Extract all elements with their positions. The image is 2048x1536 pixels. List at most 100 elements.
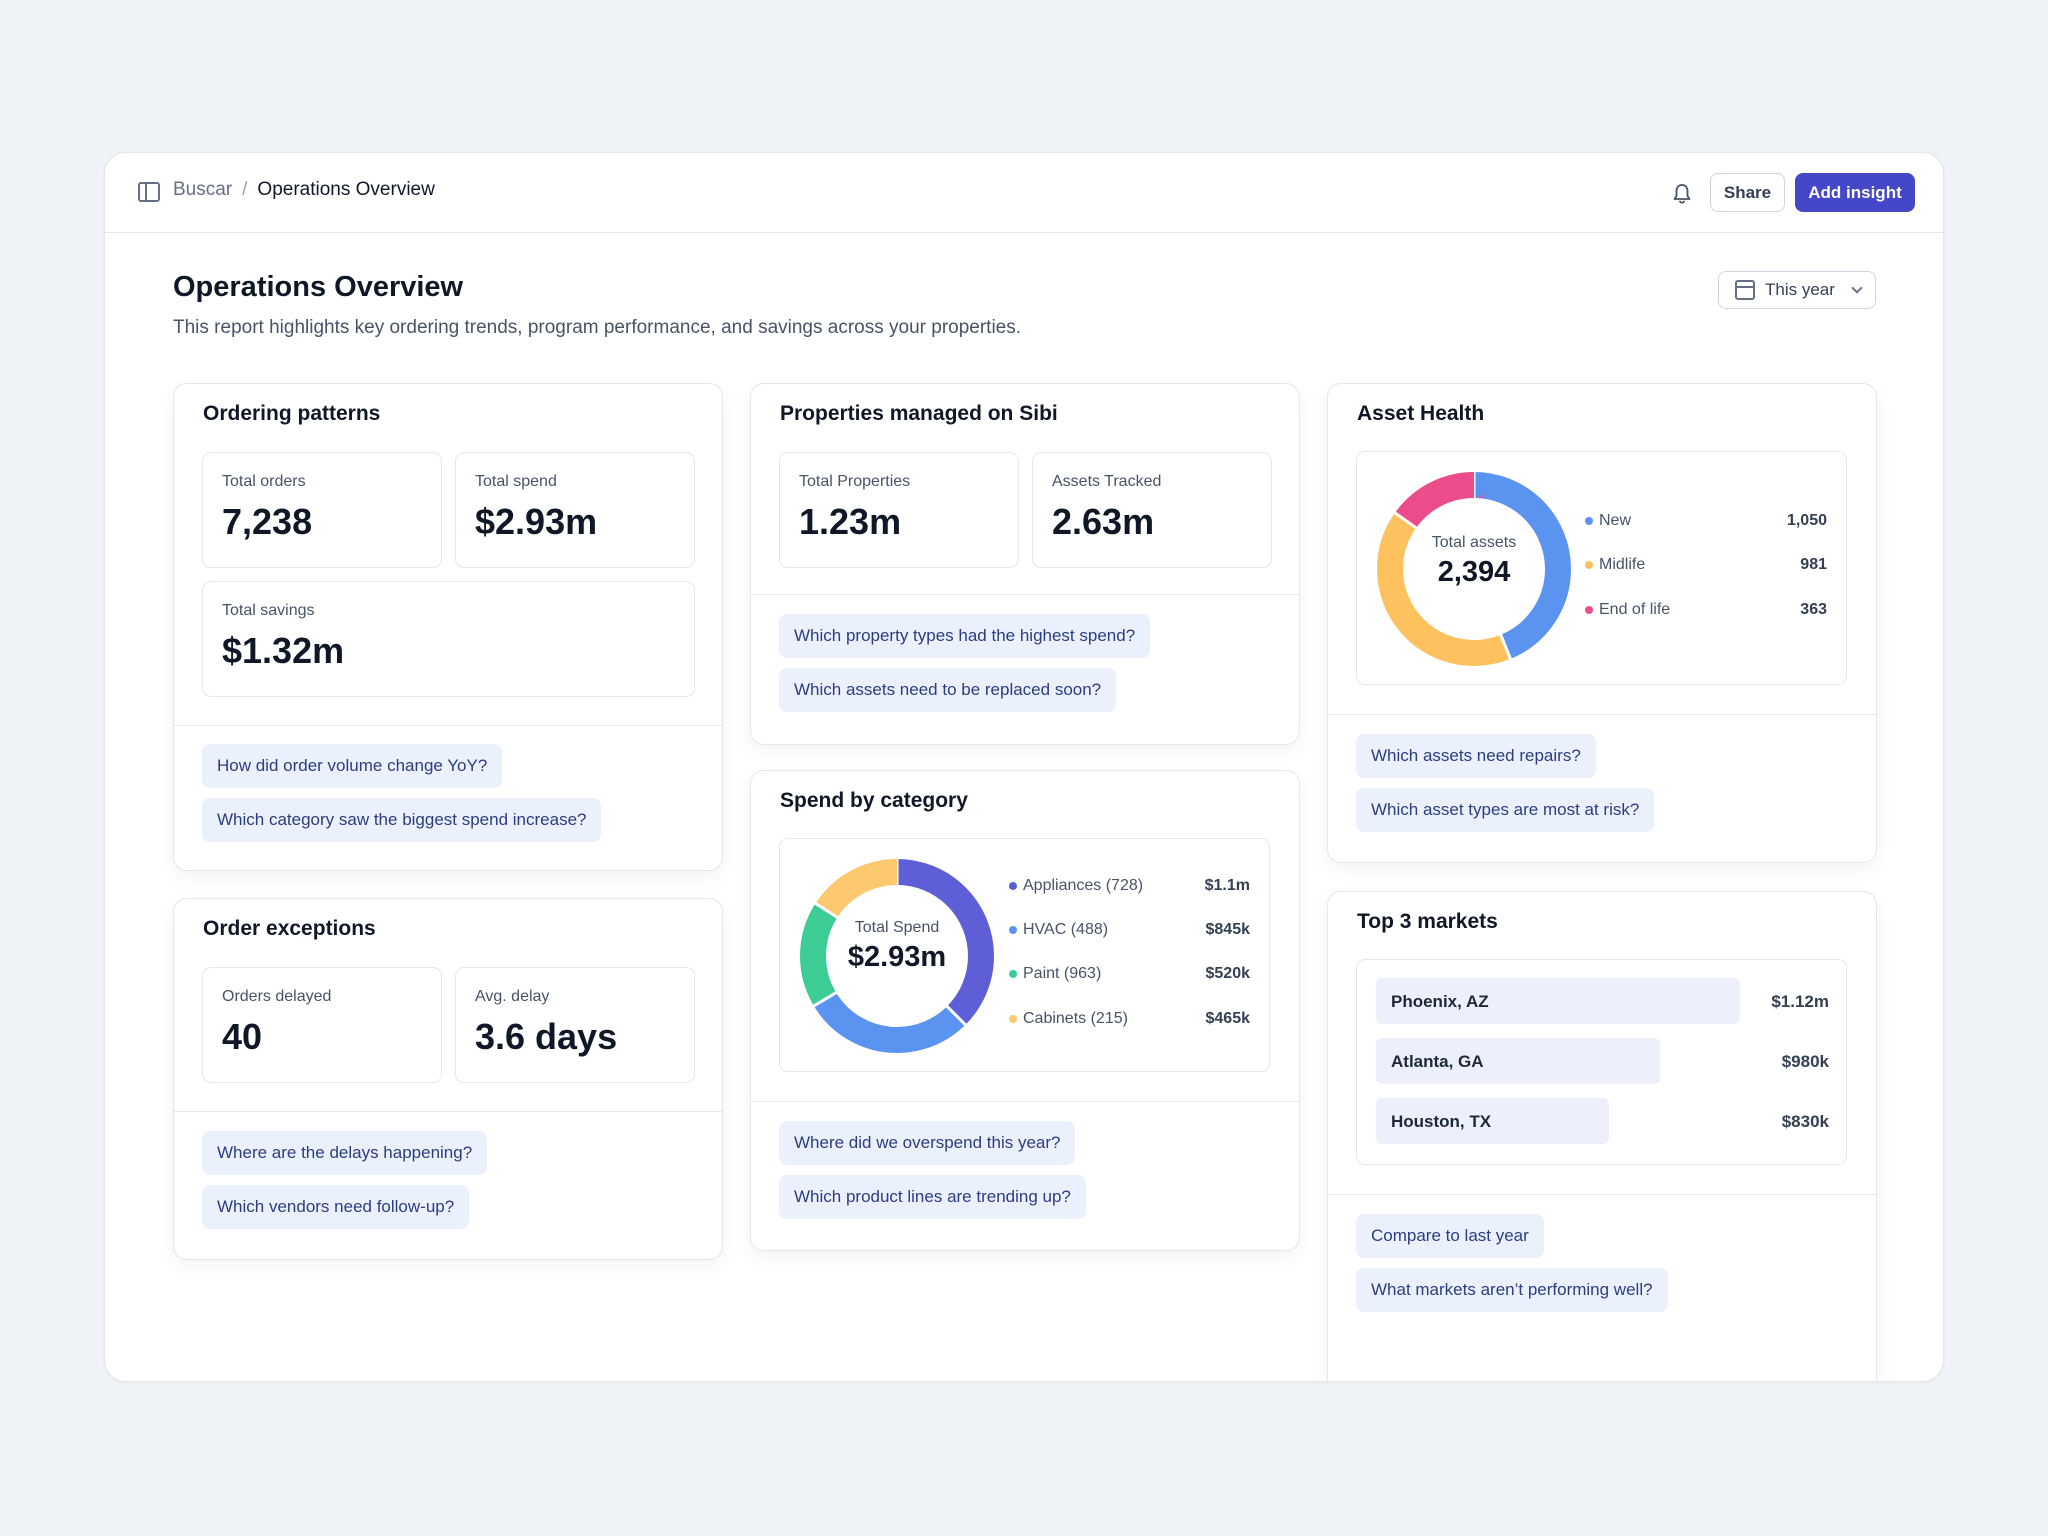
donut-slice-midlife — [1377, 472, 1571, 666]
date-range-value: This year — [1765, 280, 1835, 299]
market-bar-phoenix — [1376, 978, 1740, 1024]
stat-total-spend: Total spend $2.93m — [455, 452, 695, 568]
legend-value: $1.1m — [1204, 877, 1250, 894]
divider — [174, 725, 722, 726]
divider — [1328, 714, 1876, 715]
legend-dot — [1009, 970, 1017, 978]
donut-center-value: 2,394 — [1437, 556, 1511, 588]
share-button[interactable]: Share — [1710, 173, 1785, 212]
suggested-question[interactable]: Which assets need repairs? — [1356, 734, 1596, 778]
market-value: $830k — [1781, 1112, 1829, 1131]
legend-item: End of life — [1585, 601, 1670, 619]
donut-center-value: $2.93m — [847, 941, 947, 973]
asset-chart-box: Total assets 2,394 New 1,050 Midlife 981… — [1356, 451, 1847, 685]
stat-value: 3.6 days — [475, 1016, 618, 1057]
donut-center: Total assets 2,394 — [1374, 534, 1574, 589]
legend-item: Appliances (728) — [1009, 877, 1143, 895]
bell-icon[interactable] — [1673, 183, 1691, 205]
legend-label: HVAC (488) — [1023, 921, 1109, 938]
stat-total-properties: Total Properties 1.23m — [779, 452, 1019, 568]
donut-slice-hvac — [800, 859, 994, 1053]
stat-label: Total orders — [222, 473, 306, 490]
spend-by-category-card: Spend by category Total Spend $2.93m App… — [750, 770, 1300, 1251]
market-name[interactable]: Atlanta, GA — [1391, 1052, 1484, 1071]
legend-dot — [1009, 882, 1017, 890]
divider — [1328, 1194, 1876, 1195]
market-name[interactable]: Houston, TX — [1391, 1112, 1492, 1131]
legend-value: 981 — [1800, 556, 1827, 573]
suggested-question[interactable]: Where did we overspend this year? — [779, 1121, 1076, 1165]
legend-dot — [1009, 1015, 1017, 1023]
suggested-question[interactable]: Compare to last year — [1356, 1214, 1544, 1258]
market-bar-houston — [1376, 1098, 1609, 1144]
card-title: Spend by category — [780, 789, 968, 812]
legend-item: Paint (963) — [1009, 965, 1101, 983]
add-insight-button[interactable]: Add insight — [1795, 173, 1915, 212]
legend-value: $845k — [1205, 921, 1251, 938]
divider — [751, 594, 1299, 595]
ordering-patterns-card: Ordering patterns Total orders 7,238 Tot… — [173, 383, 723, 871]
donut-center-label: Total assets — [1431, 534, 1517, 551]
legend-value: 1,050 — [1786, 512, 1827, 529]
suggested-question[interactable]: Which asset types are most at risk? — [1356, 788, 1655, 832]
breadcrumb-separator: / — [242, 179, 248, 200]
breadcrumb: Buscar / Operations Overview — [173, 179, 435, 201]
suggested-question[interactable]: Which category saw the biggest spend inc… — [202, 798, 602, 842]
card-title: Ordering patterns — [203, 402, 381, 425]
legend-dot — [1585, 606, 1593, 614]
legend-label: New — [1599, 512, 1632, 529]
suggested-question[interactable]: Which vendors need follow-up? — [202, 1185, 470, 1229]
legend-label: Appliances (728) — [1023, 877, 1144, 894]
suggested-question[interactable]: Where are the delays happening? — [202, 1131, 488, 1175]
legend-value: 363 — [1800, 601, 1827, 618]
card-title: Properties managed on Sibi — [780, 402, 1058, 425]
asset-donut-chart — [1377, 471, 1571, 666]
donut-slice-separator — [1498, 633, 1513, 661]
legend-value: $465k — [1205, 1010, 1251, 1027]
top-markets-card: Top 3 markets Phoenix, AZ $1.12m Atlanta… — [1327, 891, 1877, 1381]
page-subtitle: This report highlights key ordering tren… — [173, 317, 1022, 338]
market-name[interactable]: Phoenix, AZ — [1391, 992, 1489, 1011]
suggested-question[interactable]: How did order volume change YoY? — [202, 744, 503, 788]
calendar-icon — [1735, 280, 1755, 300]
stat-orders-delayed: Orders delayed 40 — [202, 967, 442, 1083]
divider — [174, 1111, 722, 1112]
legend-label: Paint (963) — [1023, 965, 1102, 982]
asset-health-card: Asset Health Total assets 2,394 New 1,05… — [1327, 383, 1877, 863]
stat-value: 1.23m — [799, 501, 902, 542]
chevron-down-icon — [1851, 282, 1863, 294]
suggested-question[interactable]: Which assets need to be replaced soon? — [779, 668, 1117, 712]
app-window: Buscar / Operations Overview Share Add i… — [104, 152, 1944, 1382]
breadcrumb-app[interactable]: Buscar — [173, 179, 233, 200]
properties-card: Properties managed on Sibi Total Propert… — [750, 383, 1300, 745]
spend-chart-box: Total Spend $2.93m Appliances (728) $1.1… — [779, 838, 1270, 1072]
card-title: Asset Health — [1357, 402, 1485, 425]
suggested-question[interactable]: What markets aren’t performing well? — [1356, 1268, 1668, 1312]
stat-value: $2.93m — [475, 501, 598, 542]
stat-label: Assets Tracked — [1052, 473, 1162, 490]
market-value: $1.12m — [1771, 992, 1829, 1011]
stat-total-savings: Total savings $1.32m — [202, 581, 695, 697]
suggested-question[interactable]: Which product lines are trending up? — [779, 1175, 1086, 1219]
market-value: $980k — [1781, 1052, 1829, 1071]
legend-item: Cabinets (215) — [1009, 1010, 1128, 1028]
donut-slice-end — [1377, 472, 1571, 666]
donut-slice-separator — [812, 990, 838, 1008]
divider — [751, 1101, 1299, 1102]
legend-dot — [1585, 561, 1593, 569]
suggested-question[interactable]: Which property types had the highest spe… — [779, 614, 1151, 658]
order-exceptions-card: Order exceptions Orders delayed 40 Avg. … — [173, 898, 723, 1260]
stat-label: Total spend — [475, 473, 557, 490]
legend-item: Midlife — [1585, 556, 1645, 574]
donut-slice-separator — [945, 1004, 968, 1027]
sidebar-toggle-icon[interactable] — [138, 182, 160, 202]
stat-value: 7,238 — [222, 501, 313, 542]
legend-dot — [1009, 926, 1017, 934]
stat-assets-tracked: Assets Tracked 2.63m — [1032, 452, 1272, 568]
donut-center-label: Total Spend — [854, 919, 940, 936]
stat-label: Total Properties — [799, 473, 911, 490]
breadcrumb-current: Operations Overview — [257, 179, 435, 200]
markets-box: Phoenix, AZ $1.12m Atlanta, GA $980k Hou… — [1356, 959, 1847, 1165]
stat-total-orders: Total orders 7,238 — [202, 452, 442, 568]
date-range-select[interactable]: This year — [1718, 271, 1876, 309]
